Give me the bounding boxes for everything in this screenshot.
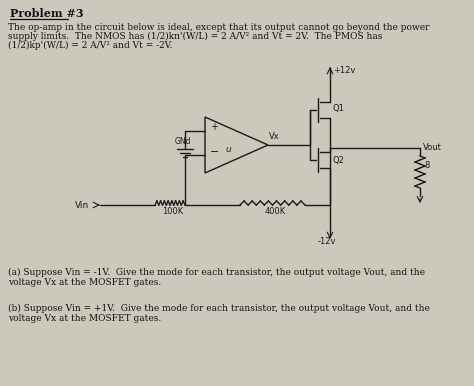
- Text: GNd: GNd: [175, 137, 191, 146]
- Text: Q2: Q2: [333, 156, 345, 165]
- Text: Vx: Vx: [269, 132, 280, 141]
- Text: (a) Suppose Vin = -1V.  Give the mode for each transistor, the output voltage Vo: (a) Suppose Vin = -1V. Give the mode for…: [8, 268, 425, 277]
- Text: The op-amp in the circuit below is ideal, except that its output cannot go beyon: The op-amp in the circuit below is ideal…: [8, 23, 429, 32]
- Text: voltage Vx at the MOSFET gates.: voltage Vx at the MOSFET gates.: [8, 314, 161, 323]
- Text: (1/2)kp'(W/L) = 2 A/V² and Vt = -2V.: (1/2)kp'(W/L) = 2 A/V² and Vt = -2V.: [8, 41, 173, 50]
- Text: 100K: 100K: [162, 207, 183, 216]
- Text: Q1: Q1: [333, 104, 345, 113]
- Text: 400K: 400K: [264, 207, 286, 216]
- Text: u: u: [225, 146, 231, 154]
- Text: 8: 8: [424, 161, 429, 171]
- Text: +: +: [210, 122, 218, 132]
- Text: voltage Vx at the MOSFET gates.: voltage Vx at the MOSFET gates.: [8, 278, 161, 287]
- Text: Vout: Vout: [423, 143, 442, 152]
- Text: −: −: [210, 147, 219, 157]
- Text: Problem #3: Problem #3: [10, 8, 83, 19]
- Text: -12v: -12v: [318, 237, 337, 246]
- Text: +12v: +12v: [333, 66, 356, 75]
- Text: (b) Suppose Vin = +1V.  Give the mode for each transistor, the output voltage Vo: (b) Suppose Vin = +1V. Give the mode for…: [8, 304, 430, 313]
- Text: supply limits.  The NMOS has (1/2)kn'(W/L) = 2 A/V² and Vt = 2V.  The PMOS has: supply limits. The NMOS has (1/2)kn'(W/L…: [8, 32, 383, 41]
- Text: Vin: Vin: [75, 200, 89, 210]
